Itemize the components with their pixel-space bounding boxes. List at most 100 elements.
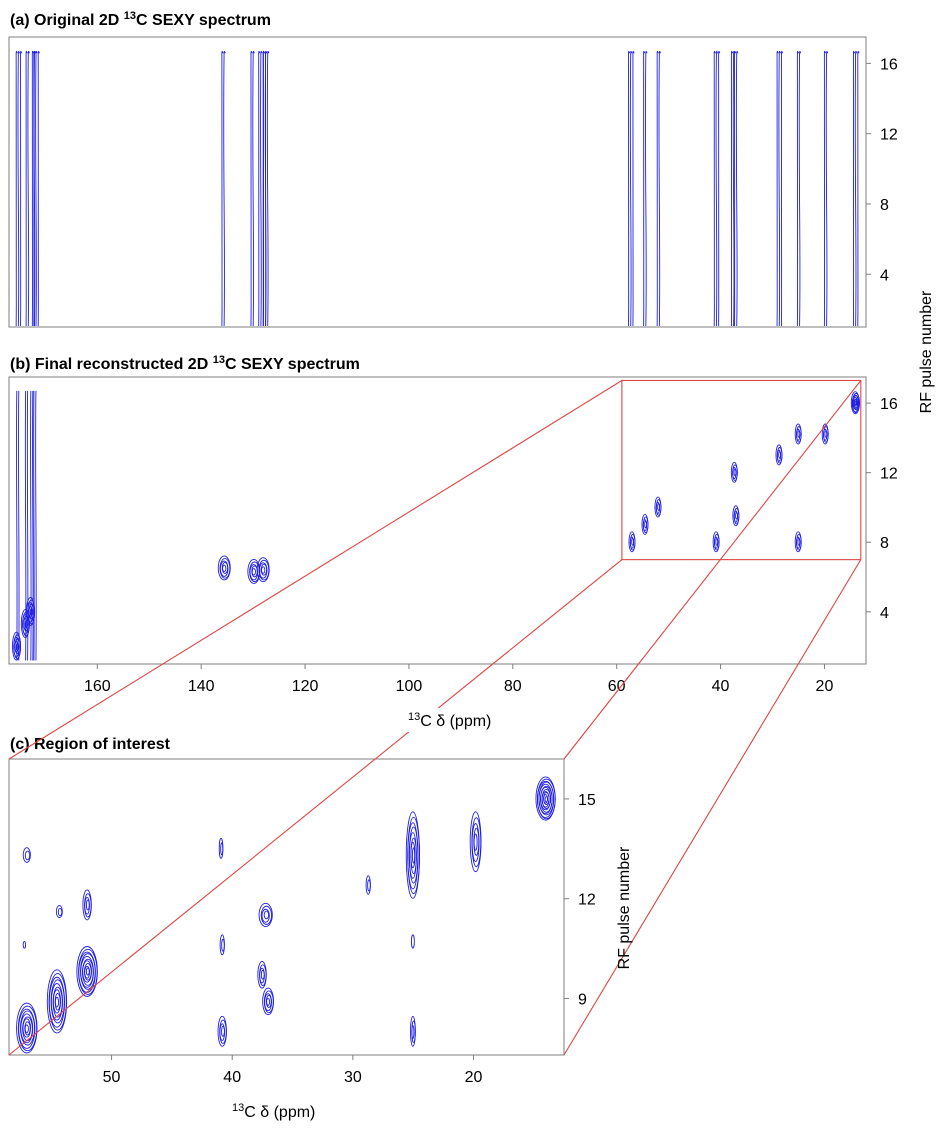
peak-contour bbox=[57, 907, 63, 917]
y-tick-label: 16 bbox=[880, 56, 898, 73]
peak-contour bbox=[260, 969, 265, 980]
x-tick-label: 40 bbox=[223, 1069, 241, 1086]
panel-c-y-axis-label: RF pulse number bbox=[616, 846, 633, 969]
peak-contour bbox=[735, 511, 739, 520]
y-tick-label: 15 bbox=[578, 792, 596, 809]
peak-contour bbox=[266, 997, 271, 1006]
spectral-column-contour bbox=[780, 50, 784, 327]
panels-ab-y-axis-label: RF pulse number bbox=[918, 290, 935, 413]
panel-c-contours bbox=[16, 776, 556, 1054]
spectral-column-contour bbox=[252, 50, 255, 327]
y-tick-label: 4 bbox=[880, 605, 889, 622]
peak-contour bbox=[221, 938, 225, 952]
spectral-column-contour bbox=[266, 50, 270, 327]
carbonyl-streak bbox=[32, 390, 34, 661]
x-tick-label: 40 bbox=[712, 678, 730, 695]
peak-contour bbox=[778, 451, 782, 459]
spectral-column-contour bbox=[260, 50, 263, 327]
x-tick-label: 100 bbox=[396, 678, 423, 695]
peak-contour bbox=[411, 847, 416, 864]
spectral-column-contour bbox=[27, 50, 30, 327]
panel-c-axis: 9 12 15 50 40 30 20 bbox=[103, 792, 596, 1086]
x-tick-label: 50 bbox=[103, 1069, 121, 1086]
peak-contour bbox=[824, 430, 828, 438]
spectral-column-contour bbox=[642, 50, 646, 327]
peak-contour bbox=[715, 538, 719, 546]
peak-contour bbox=[261, 566, 266, 574]
peak-contour bbox=[24, 620, 28, 629]
roi-projection-line bbox=[563, 380, 862, 760]
peak-contour bbox=[22, 847, 31, 863]
spectral-column-contour bbox=[221, 50, 224, 327]
peak-contour bbox=[221, 1025, 225, 1037]
spectral-column-contour bbox=[732, 50, 736, 327]
spectral-column-contour bbox=[825, 50, 829, 327]
label-mask bbox=[398, 708, 514, 732]
peak-contour bbox=[222, 564, 227, 573]
spectral-column-contour bbox=[798, 50, 802, 327]
spectral-column-contour bbox=[25, 50, 28, 327]
x-tick-label: 20 bbox=[816, 678, 834, 695]
peak-contour bbox=[263, 910, 270, 920]
peak-contour bbox=[410, 841, 416, 869]
peak-contour bbox=[258, 902, 273, 928]
spectral-column-contour bbox=[656, 50, 659, 327]
spectral-column-contour bbox=[778, 50, 781, 327]
peak-contour bbox=[24, 850, 31, 861]
carbonyl-streak bbox=[16, 390, 18, 661]
peak-contour bbox=[797, 430, 801, 438]
x-tick-label: 30 bbox=[344, 1069, 362, 1086]
peak-contour bbox=[365, 875, 371, 895]
y-tick-label: 12 bbox=[880, 466, 898, 483]
peak-contour bbox=[251, 568, 256, 576]
panel-c-x-axis-label: 13C δ (ppm) bbox=[232, 1102, 315, 1121]
peak-contour bbox=[657, 503, 661, 511]
panel-b-plot-area bbox=[8, 376, 867, 665]
panel-a-plot-area bbox=[8, 36, 867, 328]
peak-contour bbox=[220, 842, 224, 856]
spectral-column-contour bbox=[15, 50, 18, 327]
spectral-column-contour bbox=[37, 50, 40, 327]
peak-contour bbox=[473, 833, 478, 851]
roi-projection-line bbox=[8, 380, 623, 760]
spectral-column-contour bbox=[730, 50, 734, 327]
spectral-column-contour bbox=[31, 50, 34, 327]
peak-contour bbox=[55, 905, 63, 919]
peak-contour bbox=[22, 941, 27, 949]
spectral-column-contour bbox=[627, 50, 631, 327]
roi-projection-line bbox=[8, 559, 623, 1056]
spectral-column-contour bbox=[644, 50, 648, 327]
peak-contour bbox=[854, 400, 858, 406]
x-tick-label: 140 bbox=[188, 678, 215, 695]
spectral-column-contour bbox=[852, 50, 856, 327]
x-tick-label: 160 bbox=[84, 678, 111, 695]
peak-contour bbox=[367, 879, 371, 892]
spectral-column-contour bbox=[715, 50, 719, 327]
y-tick-label: 16 bbox=[880, 396, 898, 413]
spectral-column-contour bbox=[632, 50, 635, 327]
spectral-column-contour bbox=[264, 50, 268, 327]
panel-a-axis: 4 8 12 16 bbox=[866, 56, 898, 284]
y-tick-label: 4 bbox=[880, 267, 889, 284]
spectral-column-contour bbox=[17, 50, 20, 327]
panel-b-axis: 4 8 12 16 160 140 120 100 80 60 40 20 bbox=[84, 396, 898, 695]
panel-a-title: (a) Original 2D 13C SEXY spectrum bbox=[10, 10, 271, 29]
spectral-column-contour bbox=[19, 50, 23, 327]
peak-contour bbox=[29, 608, 33, 616]
y-tick-label: 12 bbox=[880, 127, 898, 144]
peak-contour bbox=[15, 643, 19, 651]
peak-contour bbox=[544, 796, 548, 803]
spectral-column-contour bbox=[658, 50, 661, 327]
peak-contour bbox=[631, 538, 635, 546]
y-tick-label: 12 bbox=[578, 892, 596, 909]
spectral-column-contour bbox=[33, 50, 36, 327]
peak-contour bbox=[85, 967, 90, 976]
spectral-column-contour bbox=[258, 50, 261, 327]
spectral-column-contour bbox=[223, 50, 226, 327]
spectral-column-contour bbox=[733, 50, 737, 327]
x-tick-label: 80 bbox=[504, 678, 522, 695]
spectral-column-contour bbox=[735, 50, 739, 327]
spectral-column-contour bbox=[250, 50, 253, 327]
x-tick-label: 60 bbox=[608, 678, 626, 695]
